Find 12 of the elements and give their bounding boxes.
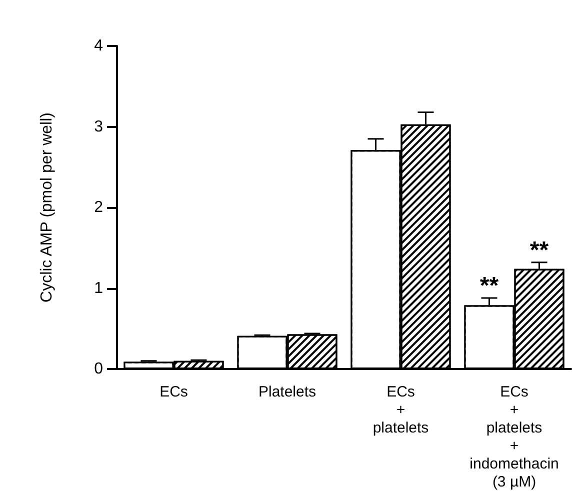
y-tick-label: 2 — [94, 199, 104, 216]
x-tick-label: ECs — [160, 384, 188, 400]
x-tick-label: ECs + platelets — [372, 384, 429, 436]
x-tick-label: Platelets — [258, 384, 316, 400]
y-tick-label: 4 — [94, 38, 104, 54]
y-tick-label: 0 — [94, 360, 104, 378]
y-tick-label: 1 — [94, 280, 104, 297]
y-tick-label: 3 — [94, 118, 104, 136]
annotation: ** — [530, 236, 550, 264]
y-axis-title: Cyclic AMP (pmol per well) — [38, 112, 56, 302]
annotation: ** — [480, 272, 500, 300]
x-tick-label: ECs + platelets + indomethacin (3 µM) — [470, 384, 559, 490]
